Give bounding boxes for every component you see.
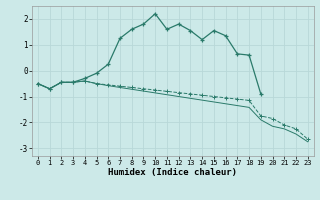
X-axis label: Humidex (Indice chaleur): Humidex (Indice chaleur) — [108, 168, 237, 177]
